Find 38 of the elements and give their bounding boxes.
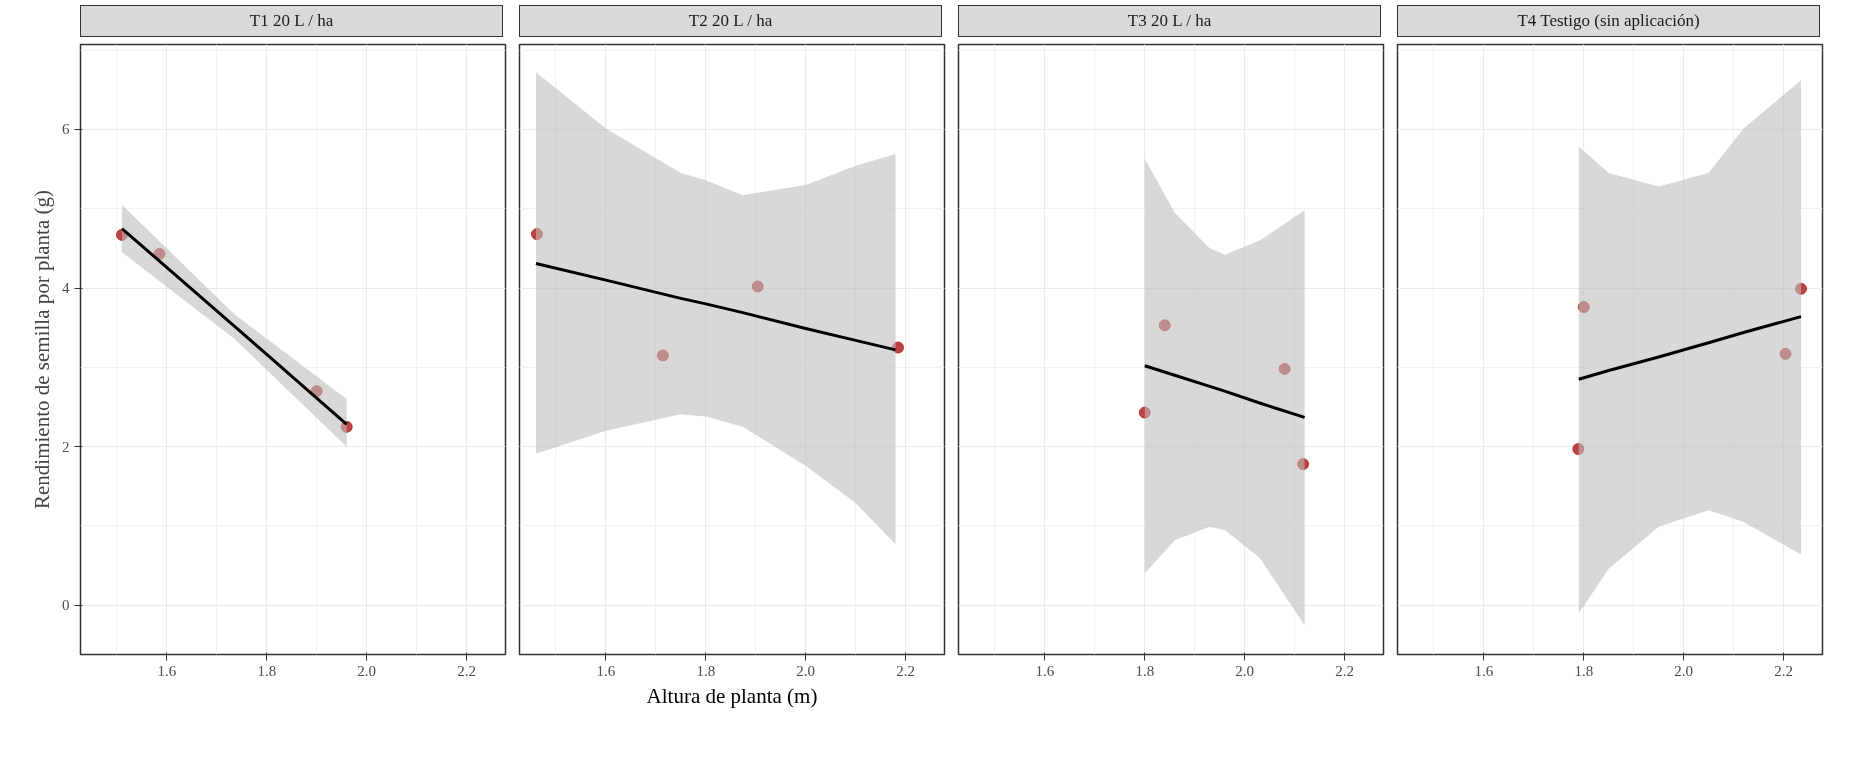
chart-title: T1 20 L / ha bbox=[249, 10, 334, 32]
x-tick-label: 1.8 bbox=[1135, 662, 1155, 679]
chart-title: T3 20 L / ha bbox=[1127, 10, 1212, 32]
x-tick-label: 2.0 bbox=[1235, 662, 1255, 679]
point bbox=[1795, 282, 1808, 295]
point bbox=[1297, 458, 1310, 471]
point bbox=[1577, 301, 1590, 314]
x-tick-label: 2.2 bbox=[896, 662, 915, 679]
x-tick-label: 2.0 bbox=[796, 662, 816, 679]
point bbox=[530, 228, 543, 241]
y-tick-label: 6 bbox=[62, 121, 70, 138]
x-tick-label: 1.8 bbox=[1574, 662, 1594, 679]
point bbox=[1158, 319, 1171, 332]
x-axis-title: Altura de planta (m) bbox=[646, 683, 818, 708]
x-tick-label: 2.0 bbox=[1674, 662, 1694, 679]
x-tick-label: 2.2 bbox=[457, 662, 476, 679]
x-tick-label: 2.2 bbox=[1774, 662, 1793, 679]
x-tick-label: 1.6 bbox=[157, 662, 177, 679]
chart-title: T4 Testigo (sin aplicación) bbox=[1517, 10, 1700, 32]
x-tick-label: 1.6 bbox=[596, 662, 616, 679]
x-tick-label: 2.0 bbox=[357, 662, 377, 679]
chart-title: T2 20 L / ha bbox=[688, 10, 773, 32]
point bbox=[892, 341, 905, 354]
x-tick-label: 1.8 bbox=[696, 662, 716, 679]
x-tick-label: 1.6 bbox=[1474, 662, 1494, 679]
y-tick-label: 2 bbox=[62, 438, 70, 455]
y-tick-label: 0 bbox=[62, 597, 70, 614]
y-tick-label: 4 bbox=[62, 280, 70, 297]
y-axis-title: Rendimiento de semilla por planta (g) bbox=[30, 189, 54, 509]
point bbox=[751, 280, 764, 293]
point bbox=[1572, 443, 1585, 456]
point bbox=[1138, 406, 1151, 419]
x-tick-label: 2.2 bbox=[1335, 662, 1354, 679]
x-tick-label: 1.8 bbox=[257, 662, 277, 679]
point bbox=[1278, 362, 1291, 375]
point bbox=[656, 349, 669, 362]
x-tick-label: 1.6 bbox=[1035, 662, 1055, 679]
point bbox=[1779, 347, 1792, 360]
